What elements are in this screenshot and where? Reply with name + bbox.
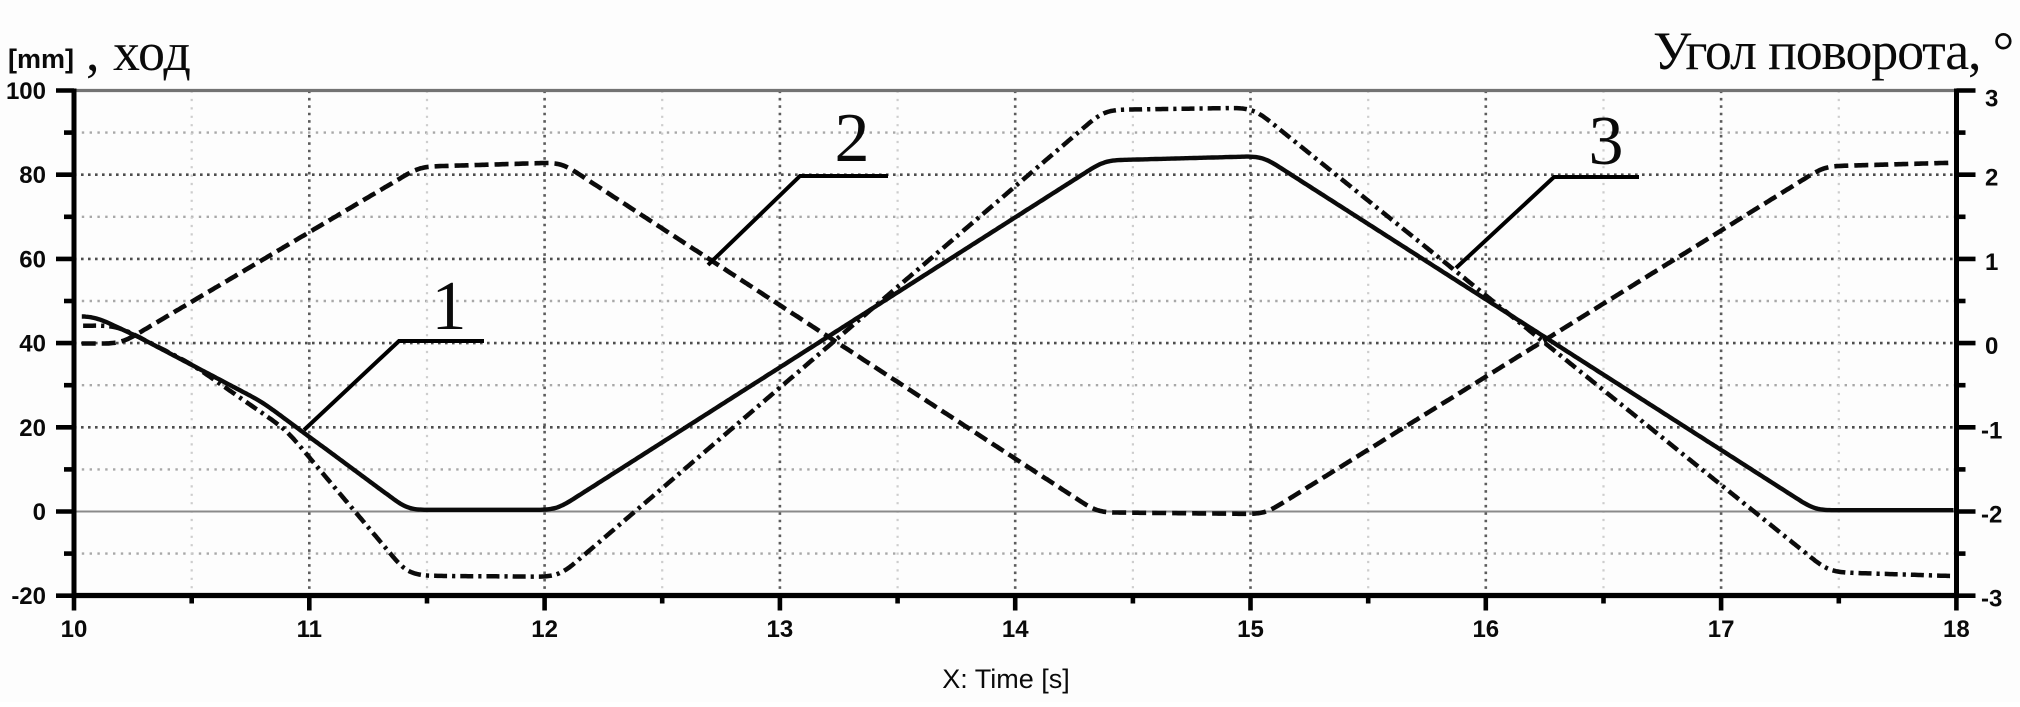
svg-text:X: Time [s]: X: Time [s] (942, 664, 1070, 694)
svg-text:40: 40 (19, 331, 46, 358)
svg-text:[mm]: [mm] (8, 44, 74, 74)
svg-text:0: 0 (1985, 333, 1998, 360)
svg-text:14: 14 (1002, 616, 1029, 643)
svg-text:-2: -2 (1981, 502, 2002, 529)
svg-text:15: 15 (1237, 616, 1264, 643)
svg-text:3: 3 (1589, 103, 1624, 180)
svg-text:100: 100 (6, 78, 46, 105)
svg-text:-20: -20 (11, 583, 46, 610)
svg-text:18: 18 (1943, 616, 1970, 643)
svg-text:11: 11 (297, 616, 322, 643)
svg-text:1: 1 (1985, 249, 1998, 276)
svg-text:1: 1 (432, 268, 467, 345)
svg-text:Угол поворота, °: Угол поворота, ° (1653, 21, 2013, 81)
svg-text:80: 80 (19, 162, 46, 189)
svg-text:-3: -3 (1981, 586, 2002, 613)
svg-text:16: 16 (1472, 616, 1499, 643)
svg-text:13: 13 (767, 616, 794, 643)
svg-text:12: 12 (531, 616, 558, 643)
svg-text:2: 2 (835, 100, 870, 177)
svg-text:2: 2 (1985, 165, 1998, 192)
svg-text:10: 10 (61, 616, 88, 643)
svg-text:-1: -1 (1981, 417, 2002, 444)
svg-text:17: 17 (1708, 616, 1735, 643)
svg-text:60: 60 (19, 246, 46, 273)
svg-text:3: 3 (1985, 86, 1998, 113)
svg-text:0: 0 (33, 499, 46, 526)
svg-text:20: 20 (19, 415, 46, 442)
svg-text:, ход: , ход (86, 22, 191, 82)
